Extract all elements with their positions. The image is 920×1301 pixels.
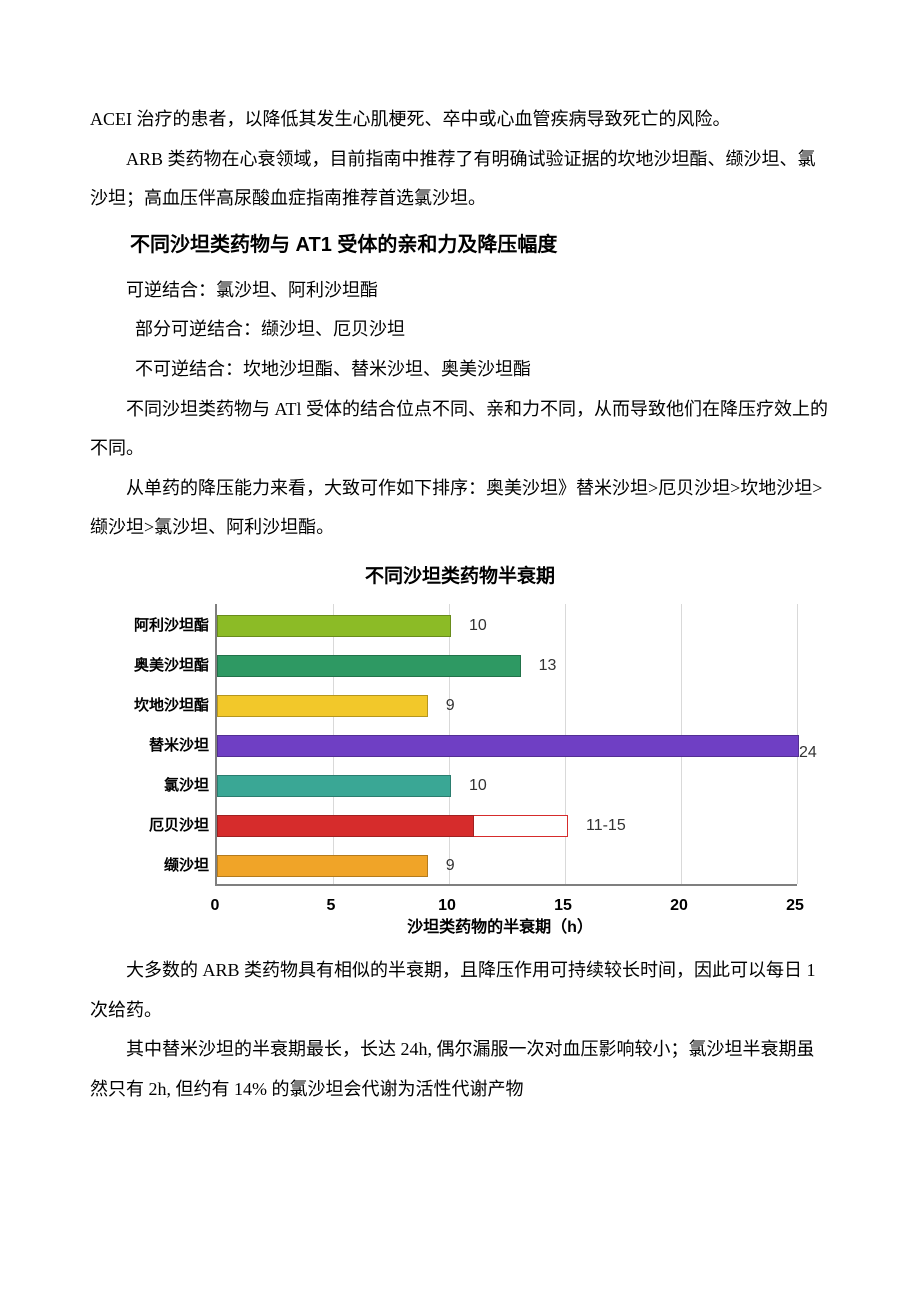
x-tick-label: 20 [659,888,699,923]
paragraph: ARB 类药物在心衰领域，目前指南中推荐了有明确试验证据的坎地沙坦酯、缬沙坦、氯… [90,140,830,219]
bar [217,695,428,717]
bar-value-label: 9 [446,688,455,723]
paragraph: 不可逆结合：坎地沙坦酯、替米沙坦、奥美沙坦酯 [90,350,830,390]
bar-row: 13 [217,655,556,677]
bar-value-label: 11-15 [586,808,626,843]
paragraph: 从单药的降压能力来看，大致可作如下排序：奥美沙坦》替米沙坦>厄贝沙坦>坎地沙坦>… [90,469,830,548]
bar-row: 9 [217,695,455,717]
paragraph: 可逆结合：氯沙坦、阿利沙坦酯 [90,271,830,311]
bar [217,655,521,677]
bar-value-label: 9 [446,848,455,883]
bar [217,855,428,877]
bar [217,615,451,637]
paragraph: 部分可逆结合：缬沙坦、厄贝沙坦 [90,310,830,350]
x-tick-label: 0 [195,888,235,923]
paragraph: 其中替米沙坦的半衰期最长，长达 24h, 偶尔漏服一次对血压影响较小；氯沙坦半衰… [90,1030,830,1109]
y-tick-label: 氯沙坦 [119,775,209,797]
x-tick-label: 25 [775,888,815,923]
paragraph: 大多数的 ARB 类药物具有相似的半衰期，且降压作用可持续较长时间，因此可以每日… [90,951,830,1030]
bar-range-extension [474,815,568,837]
x-tick-label: 15 [543,888,583,923]
bar-row: 10 [217,775,487,797]
bar [217,735,799,757]
paragraph: 不同沙坦类药物与 ATl 受体的结合位点不同、亲和力不同，从而导致他们在降压疗效… [90,390,830,469]
section-heading: 不同沙坦类药物与 AT1 受体的亲和力及降压幅度 [90,223,830,267]
y-tick-label: 阿利沙坦酯 [119,615,209,637]
x-tick-label: 10 [427,888,467,923]
halflife-chart: 不同沙坦类药物半衰期 10 13 9 10 11-15 9 阿利沙坦酯奥美沙坦酯坎地沙坦酯… [90,556,830,945]
bar-value-label: 24 [799,735,817,770]
bar-row: 10 [217,615,487,637]
bar-row [217,735,799,757]
y-tick-label: 坎地沙坦酯 [119,695,209,717]
y-tick-label: 替米沙坦 [119,735,209,757]
bar [217,775,451,797]
bar-value-label: 10 [469,768,487,803]
chart-area: 10 13 9 10 11-15 9 阿利沙坦酯奥美沙坦酯坎地沙坦酯替米沙坦氯沙坦厄贝沙坦… [115,604,805,945]
document-page: ACEI 治疗的患者，以降低其发生心肌梗死、卒中或心血管疾病导致死亡的风险。 A… [0,0,920,1169]
bar-row: 11-15 [217,815,626,837]
chart-title: 不同沙坦类药物半衰期 [90,556,830,598]
chart-plot: 10 13 9 10 11-15 9 [215,604,797,886]
paragraph: ACEI 治疗的患者，以降低其发生心肌梗死、卒中或心血管疾病导致死亡的风险。 [90,100,830,140]
x-axis-label: 沙坦类药物的半衰期（h） [195,910,805,945]
x-tick-label: 5 [311,888,351,923]
bar-value-label: 10 [469,608,487,643]
bar-value-label: 13 [539,648,557,683]
y-tick-label: 厄贝沙坦 [119,815,209,837]
bar-row: 9 [217,855,455,877]
y-tick-label: 奥美沙坦酯 [119,655,209,677]
y-tick-label: 缬沙坦 [119,855,209,877]
bar [217,815,474,837]
